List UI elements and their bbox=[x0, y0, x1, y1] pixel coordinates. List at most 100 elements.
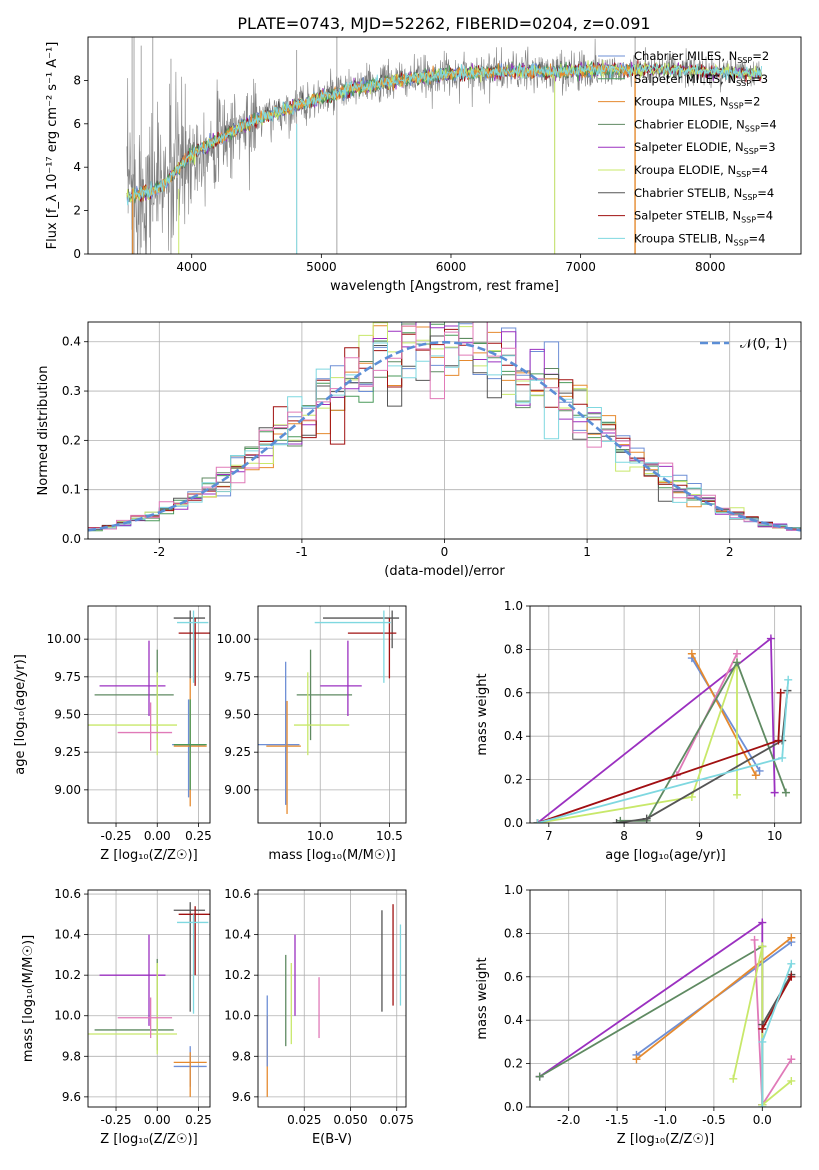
series-marker bbox=[784, 675, 793, 684]
normal-curve bbox=[88, 340, 801, 532]
legend-entry: Chabrier MILES, NSSP=2 bbox=[634, 49, 769, 65]
legend-label: Chabrier MILES, N bbox=[634, 49, 737, 63]
x-tick-label: 8 bbox=[620, 829, 628, 843]
series-marker bbox=[758, 1103, 767, 1107]
plot-area bbox=[535, 918, 796, 1107]
y-tick-label: 0.0 bbox=[504, 816, 523, 830]
y-tick-label: 10.0 bbox=[224, 1009, 251, 1023]
series-marker bbox=[612, 819, 621, 823]
plot-area bbox=[88, 902, 210, 1097]
errorbar-chabrier_stelib bbox=[323, 610, 400, 649]
series-marker bbox=[766, 634, 775, 643]
x-tick-label: 10 bbox=[767, 829, 782, 843]
y-tick-label: 9.8 bbox=[232, 1049, 251, 1063]
axes-frame bbox=[529, 889, 802, 1108]
x-tick-label: 10.0 bbox=[307, 829, 334, 843]
series-marker bbox=[787, 972, 796, 981]
y-tick-label: 0.0 bbox=[62, 532, 81, 546]
series-line bbox=[616, 690, 789, 823]
panel-age-vs-mass: 10.0 10.5 9.00 9.25 9.50 9.75 10.00 mass [log₁₀… bbox=[217, 605, 407, 863]
series-marker bbox=[776, 688, 785, 697]
x-axis-label: Z [log₁₀(Z/Z☉)] bbox=[100, 848, 197, 863]
errorbar-kroupa_stelib bbox=[177, 914, 209, 1014]
legend-label: Kroupa ELODIE, N bbox=[634, 163, 736, 177]
y-tick-label: 0 bbox=[73, 247, 81, 261]
axes-frame bbox=[87, 36, 802, 255]
figure-title: PLATE=0743, MJD=52262, FIBERID=0204, z=0… bbox=[237, 14, 650, 33]
legend-entry: 𝒩(0, 1) bbox=[740, 337, 787, 352]
series-marker bbox=[533, 819, 542, 823]
series-line bbox=[539, 920, 764, 1105]
x-tick-label: -0.25 bbox=[100, 1113, 131, 1127]
y-axis-label: Normed distribution bbox=[36, 366, 51, 496]
legend-subscript: SSP bbox=[742, 193, 757, 202]
x-tick-label: 5000 bbox=[306, 260, 337, 274]
errorbar-salpeter_elodie bbox=[320, 640, 362, 717]
x-tick-label: -0.25 bbox=[100, 829, 131, 843]
y-tick-label: 4 bbox=[73, 160, 81, 174]
errorbar-salpeter_miles bbox=[173, 699, 207, 790]
panel-residuals: -2 -1 0 1 2 0.0 0.1 0.2 0.3 0.4 (data-model)/error… bbox=[36, 321, 802, 579]
legend-suffix: =4 bbox=[756, 209, 773, 223]
panel-age-vs-z: -0.25 0.00 0.25 9.00 9.25 9.50 9.75 10.00 Z [log… bbox=[13, 605, 212, 863]
x-tick-label: 0.050 bbox=[333, 1113, 367, 1127]
series-marker bbox=[733, 649, 742, 658]
errorbar-kroupa_stelib bbox=[314, 610, 391, 683]
legend-suffix: =4 bbox=[757, 186, 774, 200]
plot-area bbox=[258, 610, 400, 814]
x-tick-label: 0.075 bbox=[380, 1113, 414, 1127]
x-axis-label: Z [log₁₀(Z/Z☉)] bbox=[617, 1132, 714, 1147]
legend-entry: Kroupa STELIB, NSSP=4 bbox=[634, 231, 765, 247]
y-tick-label: 6 bbox=[73, 117, 81, 131]
series-marker bbox=[535, 1072, 544, 1081]
series-marker bbox=[758, 1024, 767, 1033]
series-kroupa_miles bbox=[632, 933, 796, 1064]
y-tick-label: 9.50 bbox=[54, 708, 81, 722]
series-marker bbox=[687, 792, 696, 801]
series-marker bbox=[787, 1076, 796, 1085]
errorbar-salpeter_stelib bbox=[178, 618, 210, 686]
series-marker bbox=[787, 933, 796, 942]
panel-mass-vs-z: -0.25 0.00 0.25 9.6 9.8 10.0 10.2 10.4 10.6 Z [lo… bbox=[21, 887, 212, 1147]
legend-subscript: SSP bbox=[745, 124, 760, 133]
x-tick-label: 0.025 bbox=[287, 1113, 321, 1127]
y-tick-label: 9.50 bbox=[224, 708, 251, 722]
axes-frame bbox=[529, 605, 802, 824]
y-axis-label: age [log₁₀(age/yr)] bbox=[13, 654, 28, 775]
y-axis-label: mass weight bbox=[475, 957, 490, 1039]
legend-subscript: SSP bbox=[737, 56, 752, 65]
y-tick-label: 10.0 bbox=[54, 1009, 81, 1023]
errorbar-chabrier_elodie bbox=[296, 649, 353, 741]
x-axis-label: E(B-V) bbox=[312, 1132, 352, 1147]
y-tick-label: 0.6 bbox=[504, 970, 523, 984]
axes-frame bbox=[87, 605, 211, 824]
series-line bbox=[761, 974, 793, 1025]
legend-subscript: SSP bbox=[736, 170, 751, 179]
y-tick-label: 0.4 bbox=[504, 1013, 523, 1027]
series-line bbox=[537, 662, 738, 823]
y-tick-label: 2 bbox=[73, 204, 81, 218]
y-axis-label: mass weight bbox=[475, 673, 490, 755]
y-axis-label: mass [log₁₀(M/M☉)] bbox=[21, 935, 36, 1062]
y-tick-label: 0.2 bbox=[504, 1057, 523, 1071]
legend-label: Salpeter STELIB, N bbox=[634, 209, 741, 223]
x-tick-label: 0.00 bbox=[144, 1113, 171, 1127]
y-tick-label: 0.6 bbox=[504, 686, 523, 700]
axes-frame bbox=[87, 321, 802, 540]
legend-suffix: =2 bbox=[744, 95, 761, 109]
series-chabrier_elodie bbox=[616, 658, 790, 823]
errorbar-chabrier_stelib bbox=[173, 902, 206, 1012]
y-tick-label: 10.00 bbox=[47, 632, 81, 646]
x-tick-label: 7 bbox=[545, 829, 553, 843]
x-axis-label: (data-model)/error bbox=[384, 564, 505, 579]
y-tick-label: 0.2 bbox=[504, 773, 523, 787]
y-tick-label: 9.75 bbox=[224, 670, 251, 684]
x-tick-label: 7000 bbox=[565, 260, 596, 274]
y-tick-label: 0.0 bbox=[504, 1100, 523, 1114]
x-tick-label: 0.00 bbox=[144, 829, 171, 843]
legend-suffix: =3 bbox=[751, 72, 768, 86]
y-tick-label: 10.6 bbox=[54, 887, 81, 901]
series-line bbox=[537, 692, 782, 823]
series-marker bbox=[758, 918, 767, 927]
